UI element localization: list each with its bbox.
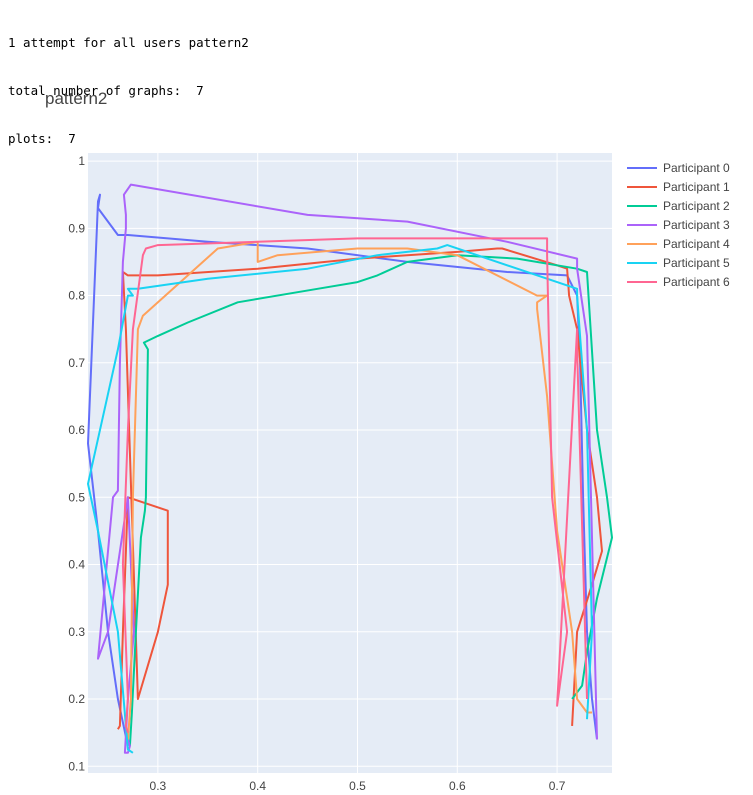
y-tick-label: 0.2 xyxy=(68,692,85,706)
series-line-participant-2[interactable] xyxy=(128,254,613,747)
legend-item-participant-0[interactable]: Participant 0 xyxy=(627,161,730,175)
x-tick-label: 0.3 xyxy=(150,779,167,793)
y-tick-label: 0.3 xyxy=(68,625,85,639)
legend-item-participant-5[interactable]: Participant 5 xyxy=(627,256,730,270)
y-axis-ticks: 0.1 0.2 0.3 0.4 0.5 0.6 0.7 0.8 0.9 1 xyxy=(68,154,85,773)
legend-label: Participant 3 xyxy=(663,218,730,232)
console-line-attempt: 1 attempt for all users pattern2 xyxy=(8,35,249,50)
legend-label: Participant 1 xyxy=(663,180,730,194)
y-tick-label: 0.8 xyxy=(68,289,85,303)
y-tick-label: 1 xyxy=(78,154,85,168)
legend-label: Participant 5 xyxy=(663,256,730,270)
console-output: 1 attempt for all users pattern2 total n… xyxy=(8,3,249,163)
legend-label: Participant 2 xyxy=(663,199,730,213)
x-tick-label: 0.4 xyxy=(249,779,266,793)
console-line-plots: plots: 7 xyxy=(8,131,76,146)
series-line-participant-6[interactable] xyxy=(121,237,588,733)
legend-item-participant-1[interactable]: Participant 1 xyxy=(627,180,730,194)
y-tick-label: 0.6 xyxy=(68,423,85,437)
legend-item-participant-3[interactable]: Participant 3 xyxy=(627,218,730,232)
plot-area xyxy=(88,153,612,773)
legend-item-participant-2[interactable]: Participant 2 xyxy=(627,199,730,213)
y-tick-label: 0.9 xyxy=(68,221,85,235)
series-line-participant-0[interactable] xyxy=(87,193,598,747)
chart-title: pattern2 xyxy=(45,89,107,108)
legend[interactable]: Participant 0 Participant 1 Participant 2 P… xyxy=(627,161,730,289)
y-tick-label: 0.5 xyxy=(68,490,85,504)
y-gridlines xyxy=(88,160,612,767)
series-lines xyxy=(87,183,613,754)
x-tick-label: 0.5 xyxy=(349,779,366,793)
series-line-participant-5[interactable] xyxy=(87,244,593,754)
legend-label: Participant 0 xyxy=(663,161,730,175)
legend-item-participant-6[interactable]: Participant 6 xyxy=(627,275,730,289)
legend-item-participant-4[interactable]: Participant 4 xyxy=(627,237,730,251)
legend-label: Participant 4 xyxy=(663,237,730,251)
legend-label: Participant 6 xyxy=(663,275,730,289)
x-tick-label: 0.6 xyxy=(449,779,466,793)
console-line-total-graphs: total number of graphs: 7 xyxy=(8,83,204,98)
x-axis-ticks: 0.3 0.4 0.5 0.6 0.7 xyxy=(150,779,566,793)
y-tick-label: 0.7 xyxy=(68,356,85,370)
y-tick-label: 0.1 xyxy=(68,759,85,773)
y-tick-label: 0.4 xyxy=(68,558,85,572)
x-tick-label: 0.7 xyxy=(549,779,566,793)
